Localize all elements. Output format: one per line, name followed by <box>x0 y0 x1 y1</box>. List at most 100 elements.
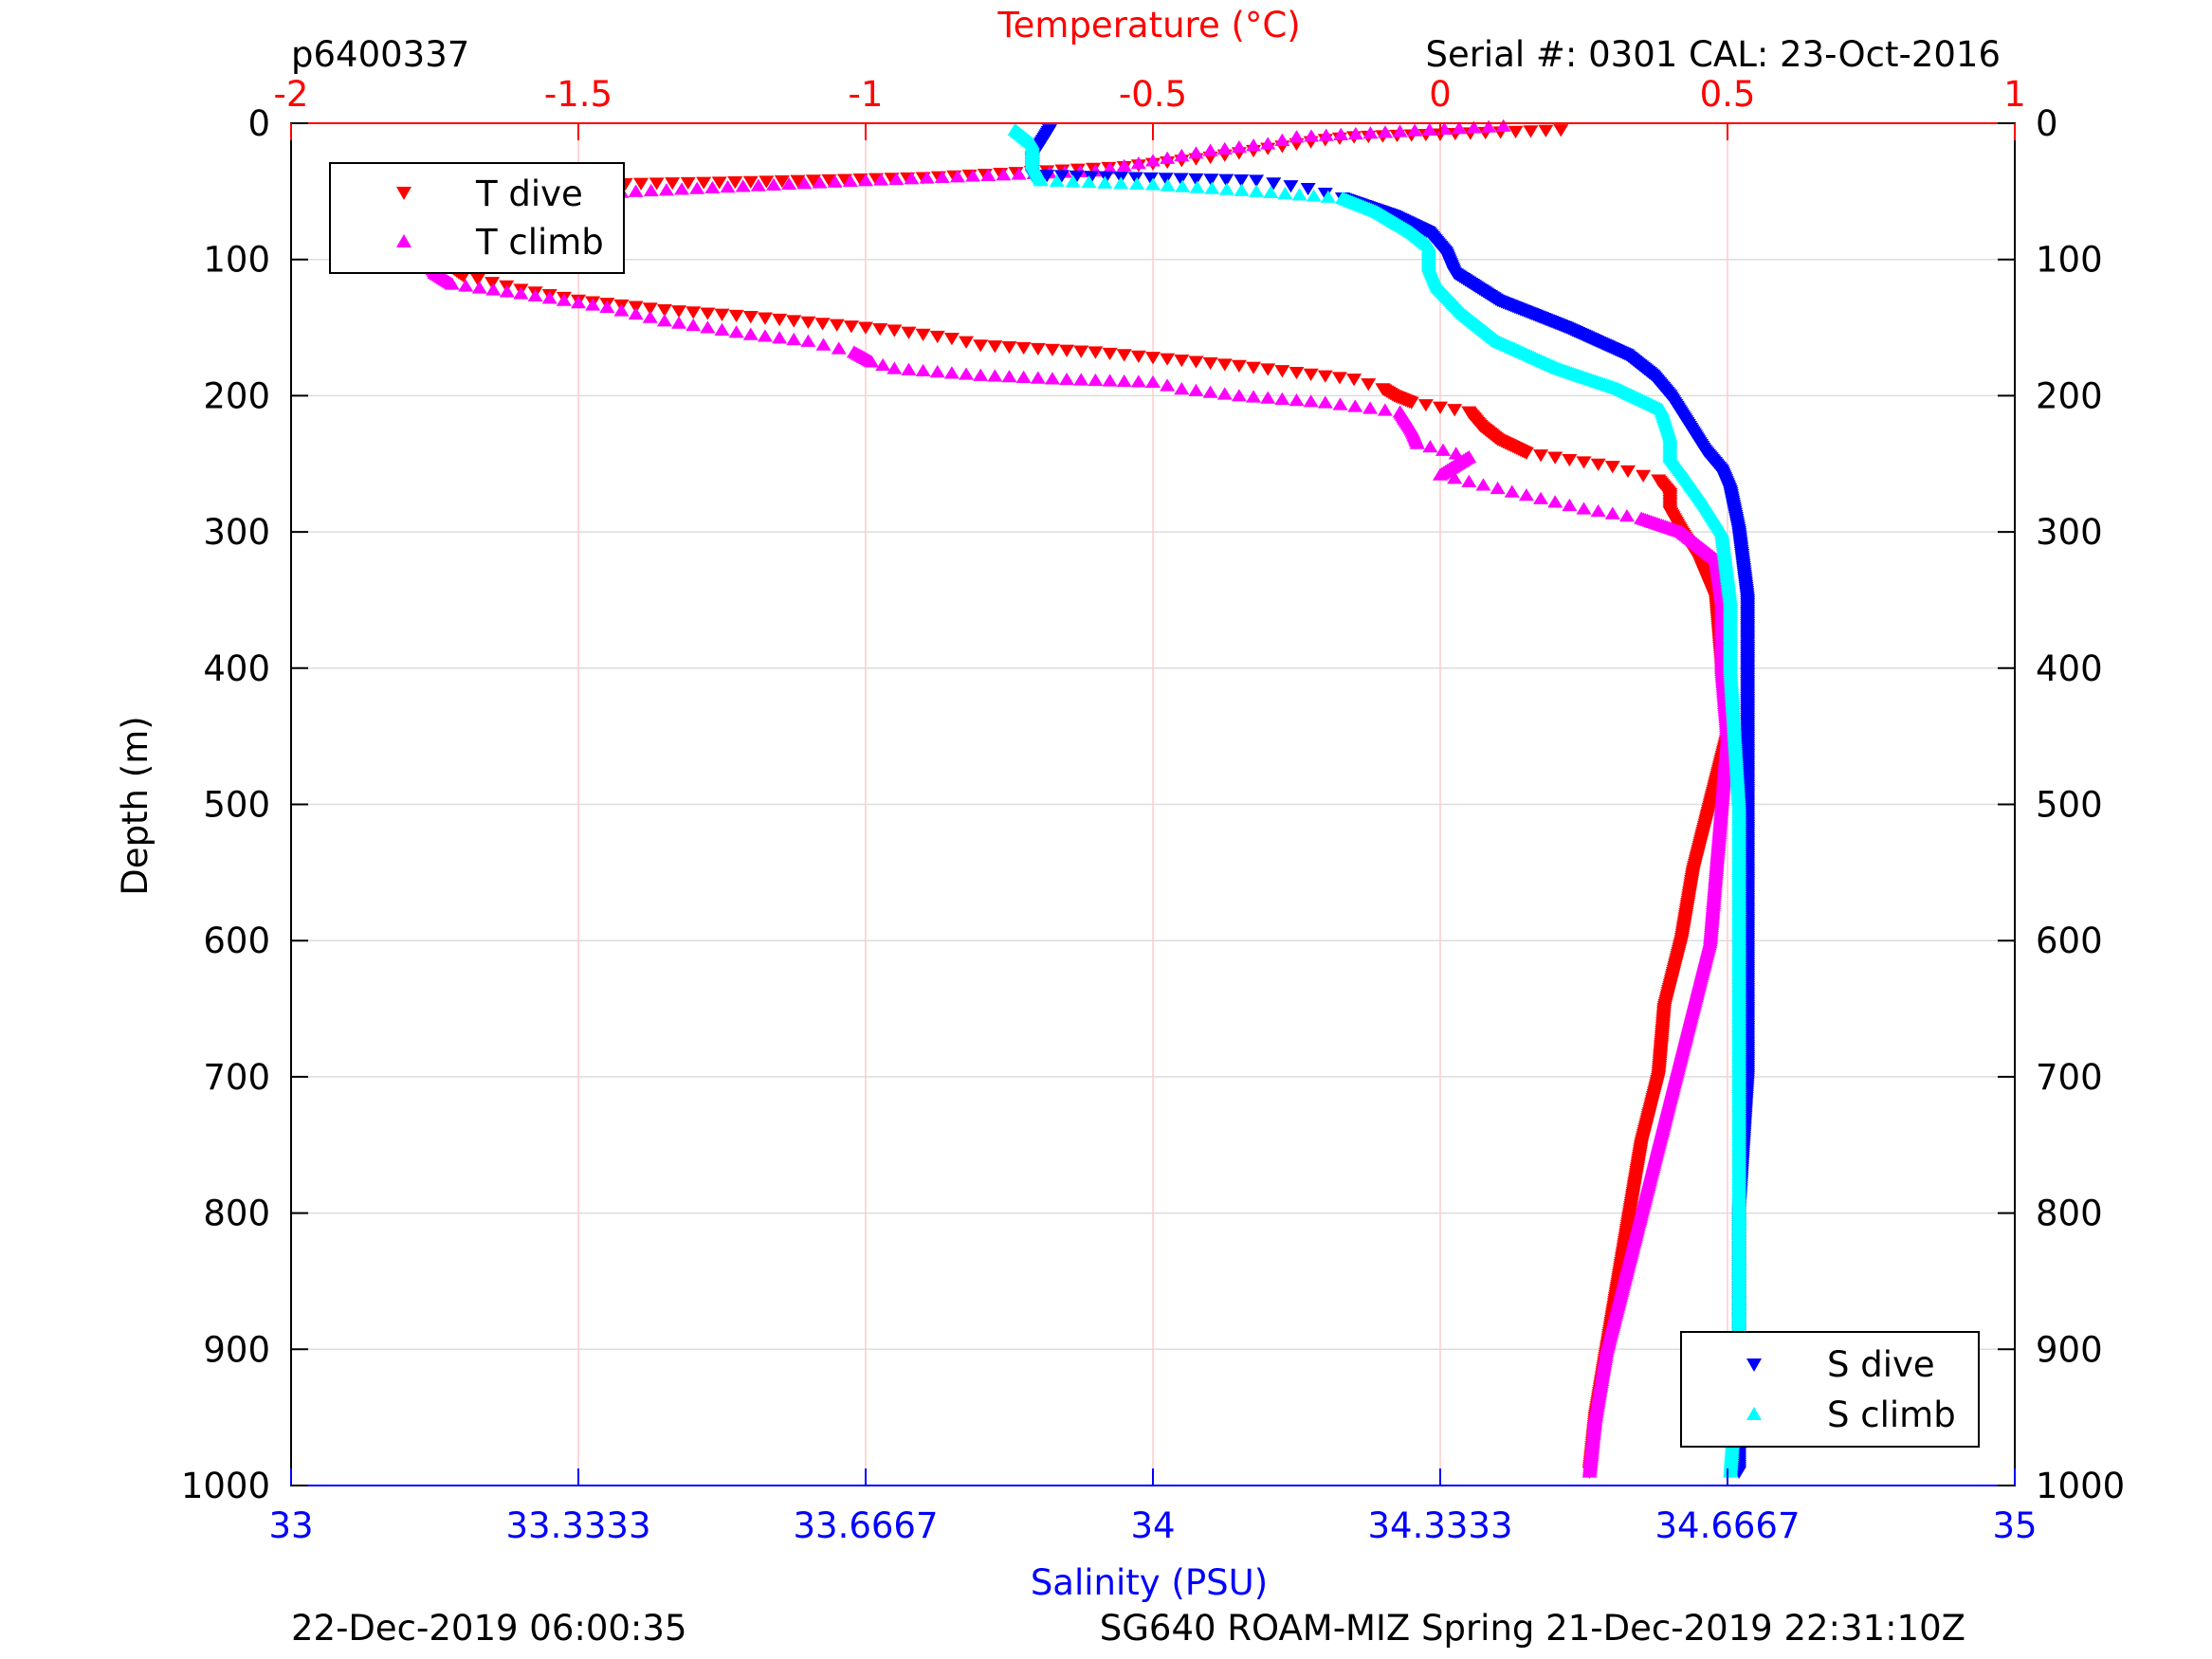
data-point <box>1547 495 1563 508</box>
data-point <box>1160 151 1176 164</box>
data-point <box>1088 346 1104 359</box>
data-point <box>1318 128 1334 141</box>
data-point <box>1015 370 1032 384</box>
data-point <box>774 175 790 189</box>
data-point <box>728 309 744 323</box>
data-point <box>658 183 674 196</box>
data-point <box>901 326 917 339</box>
data-point <box>1504 484 1520 498</box>
data-point <box>786 332 802 346</box>
data-point <box>585 298 601 311</box>
data-point <box>1246 390 1262 403</box>
data-point <box>887 361 903 374</box>
data-point <box>1033 173 1049 187</box>
data-point <box>943 366 960 379</box>
data-point <box>628 184 644 197</box>
salinity-tick-label: 34.6667 <box>1654 1505 1800 1546</box>
data-point <box>1188 173 1204 187</box>
data-point <box>888 172 905 186</box>
data-point <box>1053 170 1069 183</box>
data-point <box>1553 124 1569 137</box>
data-point <box>772 313 788 327</box>
data-point <box>1188 146 1204 159</box>
data-point <box>1533 449 1549 463</box>
data-point <box>815 337 832 351</box>
data-point <box>485 283 502 296</box>
data-point <box>872 322 888 337</box>
data-point <box>1249 174 1265 188</box>
data-point <box>1044 343 1060 356</box>
data-point <box>1331 372 1347 385</box>
data-point <box>943 333 960 346</box>
data-point <box>1466 120 1482 134</box>
legend-s-dive-label: S dive <box>1827 1344 1935 1385</box>
data-point <box>864 355 880 368</box>
data-point <box>757 312 773 325</box>
data-point <box>812 175 828 189</box>
data-point <box>1073 373 1089 386</box>
data-point <box>1102 347 1118 361</box>
data-point <box>800 334 816 347</box>
data-point <box>829 319 845 332</box>
data-point <box>1347 126 1363 140</box>
data-point <box>836 173 852 187</box>
data-point <box>1303 368 1319 381</box>
salinity-tick-label: 33 <box>268 1505 313 1546</box>
data-point <box>1636 469 1652 483</box>
legend-s-climb-label: S climb <box>1827 1395 1956 1435</box>
data-point <box>686 306 702 319</box>
temperature-tick-label: -0.5 <box>1119 74 1187 115</box>
data-point <box>1202 385 1218 398</box>
depth-tick-label-left: 100 <box>203 240 270 281</box>
data-point <box>959 336 975 349</box>
data-point <box>858 173 873 187</box>
data-point <box>1347 399 1363 412</box>
data-point <box>1332 397 1348 410</box>
legend-salinity: S dive S climb <box>1680 1331 1980 1448</box>
data-point <box>915 363 931 377</box>
legend-t-dive-marker <box>396 187 411 200</box>
data-point <box>973 339 989 353</box>
data-point <box>1403 396 1419 410</box>
data-point <box>1266 177 1282 191</box>
data-point <box>1274 392 1290 405</box>
data-point <box>1303 394 1319 408</box>
data-point <box>642 310 658 323</box>
data-point <box>469 273 485 286</box>
data-point <box>1127 172 1143 185</box>
data-point <box>742 311 759 324</box>
data-point <box>689 181 705 194</box>
data-point <box>1081 175 1097 189</box>
data-point <box>643 183 659 197</box>
data-point <box>987 369 1003 382</box>
data-point <box>571 296 586 309</box>
data-point <box>965 169 981 182</box>
data-point <box>875 357 891 372</box>
profile-id: p6400337 <box>291 34 469 75</box>
depth-tick-label-right: 900 <box>2036 1329 2103 1370</box>
data-point <box>980 168 996 181</box>
data-point <box>735 179 751 192</box>
data-point <box>1174 148 1190 162</box>
data-point <box>805 174 821 188</box>
data-point <box>858 321 873 335</box>
series-t-dive <box>427 124 1735 1479</box>
salinity-tick-label: 33.3333 <box>505 1505 650 1546</box>
data-point <box>1433 401 1448 414</box>
data-point <box>1174 355 1190 368</box>
data-point <box>1246 138 1262 152</box>
data-point <box>628 306 644 320</box>
data-point <box>1059 344 1075 357</box>
data-point <box>1562 498 1578 512</box>
data-point <box>1218 173 1234 187</box>
data-point <box>527 288 543 302</box>
depth-tick-label-right: 800 <box>2036 1194 2103 1234</box>
data-point <box>1523 125 1539 138</box>
data-point <box>1116 349 1132 362</box>
data-point <box>1097 175 1113 189</box>
data-point <box>1407 123 1423 137</box>
depth-tick-label-right: 1000 <box>2036 1466 2125 1506</box>
data-point <box>796 176 813 190</box>
legend-s-dive-marker <box>1746 1358 1762 1372</box>
data-point <box>613 303 630 317</box>
